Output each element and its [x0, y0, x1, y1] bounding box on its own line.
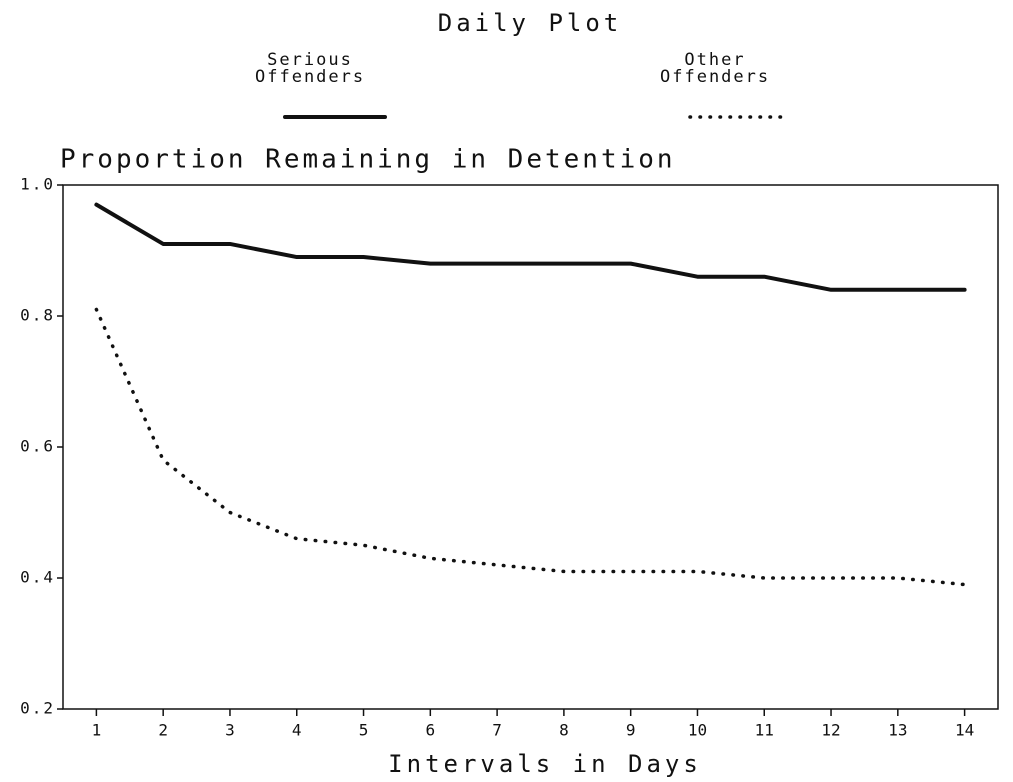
- series-line: [94, 202, 967, 292]
- x-tick-label: 7: [492, 721, 502, 740]
- x-axis-label: Intervals in Days: [388, 750, 702, 778]
- x-tick-label: 9: [626, 721, 636, 740]
- x-tick-label: 1: [92, 721, 102, 740]
- x-tick-label: 3: [225, 721, 235, 740]
- legend-label: Other Offenders: [660, 50, 771, 87]
- y-tick-label: 0.8: [20, 306, 55, 325]
- series-line: [94, 307, 967, 587]
- x-tick-label: 13: [888, 721, 907, 740]
- y-tick-label: 1.0: [20, 175, 55, 194]
- x-tick-label: 14: [955, 721, 974, 740]
- x-tick-label: 4: [292, 721, 302, 740]
- x-tick-label: 6: [426, 721, 436, 740]
- x-tick-label: 5: [359, 721, 369, 740]
- y-tick-label: 0.6: [20, 437, 55, 456]
- y-tick-label: 0.4: [20, 568, 55, 587]
- x-tick-label: 2: [158, 721, 168, 740]
- x-tick-label: 10: [688, 721, 707, 740]
- x-tick-label: 8: [559, 721, 569, 740]
- legend-label: Serious Offenders: [255, 50, 366, 87]
- x-tick-label: 12: [821, 721, 840, 740]
- chart-title: Daily Plot: [438, 9, 623, 37]
- x-tick-label: 11: [755, 721, 774, 740]
- y-axis-label: Proportion Remaining in Detention: [60, 145, 676, 175]
- y-tick-label: 0.2: [20, 699, 55, 718]
